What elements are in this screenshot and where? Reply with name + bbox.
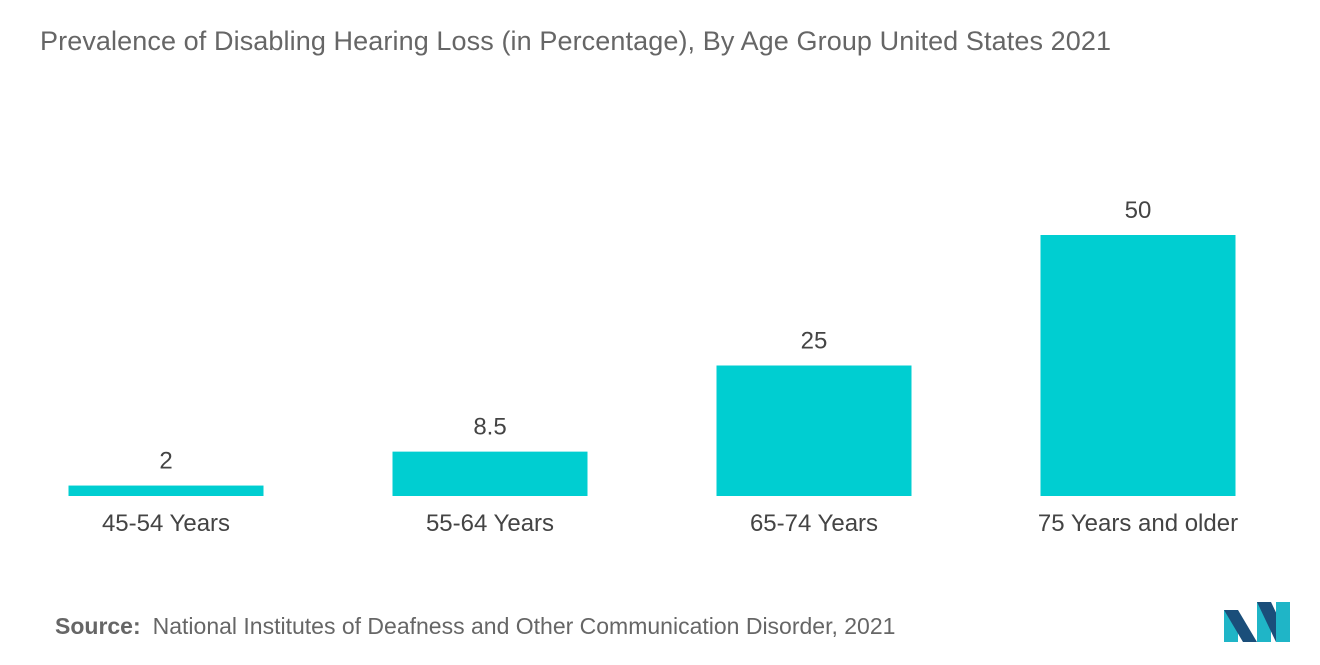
value-label-4: 50 xyxy=(1125,197,1152,224)
value-label-3: 25 xyxy=(801,328,828,355)
source-note: Source: National Institutes of Deafness a… xyxy=(55,613,895,640)
bar-3 xyxy=(716,365,912,496)
bar-1 xyxy=(68,485,264,496)
bar-4 xyxy=(1040,235,1236,496)
category-label-1: 45-54 Years xyxy=(102,510,230,537)
source-label: Source: xyxy=(55,613,141,639)
value-label-1: 2 xyxy=(159,448,172,475)
chart-title: Prevalence of Disabling Hearing Loss (in… xyxy=(40,26,1112,56)
value-label-2: 8.5 xyxy=(473,414,506,441)
bar-2 xyxy=(392,451,588,496)
mordor-intelligence-logo-icon xyxy=(1224,602,1290,642)
source-text: National Institutes of Deafness and Othe… xyxy=(152,613,896,639)
category-label-3: 65-74 Years xyxy=(750,510,878,537)
category-label-2: 55-64 Years xyxy=(426,510,554,537)
category-label-4: 75 Years and older xyxy=(1038,510,1238,537)
